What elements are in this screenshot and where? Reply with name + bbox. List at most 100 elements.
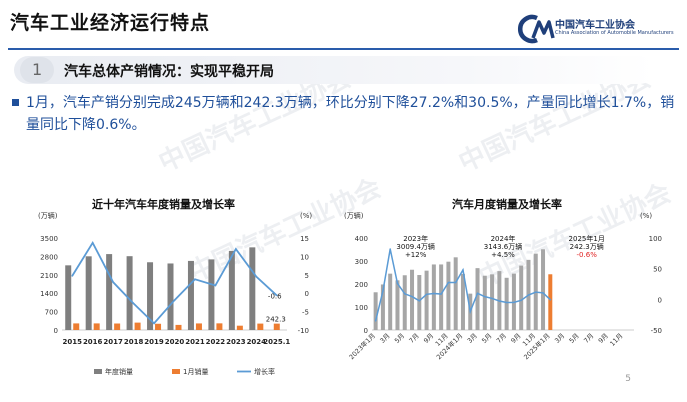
- chart1-bar-jan: [93, 323, 100, 330]
- chart2-bar-month: [373, 292, 378, 330]
- chart2-growth-point: [440, 293, 442, 295]
- chart2-annotation-red: -0.6%: [577, 251, 598, 259]
- chart2-bar-month: [380, 284, 385, 330]
- chart2-y-right-tick: 50: [653, 266, 662, 274]
- chart1-y-right-tick: 5: [305, 272, 309, 280]
- chart1-bar-annual: [167, 263, 174, 330]
- chart1-x-tick: 2021: [185, 338, 205, 346]
- chart2-annotation: 2024年: [491, 234, 516, 243]
- chart2-x-tick: 2023年1月: [347, 331, 377, 361]
- chart1-growth-point: [112, 281, 114, 283]
- chart2-bar-month: [453, 257, 458, 330]
- chart2-bar-month: [541, 249, 546, 330]
- chart1-bar-annual: [187, 260, 194, 330]
- chart1-growth-point: [71, 275, 74, 277]
- chart2-bar-month: [417, 275, 422, 330]
- chart1-legend-growth: 增长率: [254, 367, 275, 376]
- section-heading: 1 汽车总体产销情况：实现平稳开局: [14, 56, 654, 84]
- chart2-x-tick: 5月: [568, 332, 581, 345]
- chart2-bar-month: [548, 274, 553, 330]
- chart1-title: 近十年汽车年度销量及增长率: [92, 198, 235, 211]
- chart2-x-tick: 3月: [553, 332, 566, 345]
- chart1-bar-jan: [216, 323, 223, 330]
- chart2-y-right-tick: 0: [658, 296, 662, 304]
- chart2-y-left-unit: (万辆): [344, 211, 364, 220]
- chart1-bar-jan: [257, 323, 264, 330]
- summary-bullet: 1月，汽车产销分别完成245万辆和242.3万辆，环比分别下降27.2%和30.…: [12, 92, 676, 136]
- chart1-bar-jan: [175, 324, 182, 330]
- chart2-y-left-tick: 400: [355, 235, 368, 243]
- chart2-bar-month: [446, 261, 451, 330]
- chart2-bar-month: [490, 274, 495, 330]
- chart2-x-tick: 5月: [393, 332, 406, 345]
- chart2-x-tick: 7月: [408, 332, 421, 345]
- chart1-y-left-tick: 3500: [40, 235, 58, 243]
- chart1-x-tick: 2017: [103, 338, 123, 346]
- chart2-growth-point: [411, 295, 413, 298]
- chart1-label-jan: 242.3: [266, 316, 286, 324]
- logo-name-cn: 中国汽车工业协会: [555, 20, 635, 31]
- chart2-y-left-tick: 0: [364, 327, 368, 335]
- section-number-badge: [20, 57, 54, 83]
- chart2-annotation: 242.3万辆: [570, 242, 604, 251]
- chart1-bar-jan: [195, 323, 202, 330]
- chart2-annotation: 2025年1月: [569, 234, 605, 243]
- chart1-legend-jan: 1月销量: [183, 367, 208, 376]
- chart1-bar-jan: [114, 323, 121, 330]
- chart1-growth-point: [173, 299, 176, 301]
- caam-logo-mark-icon: [518, 14, 555, 44]
- chart2-bar-month: [482, 275, 487, 330]
- chart2-annotation: 3009.4万辆: [396, 242, 435, 251]
- chart1-growth-point: [194, 278, 196, 281]
- chart2-annotation: 2023年: [403, 234, 428, 243]
- page-number: 5: [625, 374, 631, 384]
- chart1-y-right-unit: (%): [300, 212, 312, 220]
- chart1-y-right-tick: -5: [302, 309, 309, 317]
- chart1-x-tick: 2019: [144, 338, 164, 346]
- chart2-growth-point: [418, 300, 421, 302]
- chart1-growth-line: [71, 240, 278, 325]
- chart1-bar-jan: [73, 323, 80, 330]
- chart2-bar-month: [410, 269, 415, 330]
- chart1-growth-point: [153, 322, 155, 325]
- chart1-bar-annual: [85, 256, 92, 330]
- chart2-bar-month: [460, 273, 465, 330]
- chart1-y-left-tick: 0: [54, 327, 58, 335]
- chart1-legend-swatch-annual: [94, 369, 102, 374]
- chart1-x-tick: 2025.1: [263, 338, 290, 346]
- chart2-x-tick: 7月: [582, 332, 595, 345]
- chart2-title: 汽车月度销量及增长率: [452, 198, 562, 211]
- chart1-legend-annual: 年度销量: [105, 367, 133, 376]
- caam-logo: 中国汽车工业协会 China Association of Automobile…: [517, 12, 674, 48]
- chart2-y-right-tick: 100: [649, 235, 662, 243]
- chart1-y-left-tick: 2100: [40, 272, 58, 280]
- chart2-bar-month: [504, 277, 509, 330]
- chart1-bar-annual: [249, 247, 256, 330]
- chart2-bar-month: [519, 265, 524, 330]
- chart2-growth-point: [374, 320, 377, 322]
- chart1-y-left-tick: 700: [45, 309, 58, 317]
- chart2-annotation: 3143.6万辆: [484, 242, 523, 251]
- chart2-bar-month: [475, 268, 480, 330]
- chart1-bar-jan: [236, 325, 243, 330]
- chart2-growth-point: [491, 297, 493, 300]
- chart2-growth-point: [534, 291, 537, 293]
- chart1-y-right-tick: 0: [305, 290, 309, 298]
- chart1-bar-jan: [155, 323, 162, 330]
- summary-text: 1月，汽车产销分别完成245万辆和242.3万辆，环比分别下降27.2%和30.…: [26, 95, 675, 133]
- chart1-bar-annual: [228, 250, 235, 330]
- chart2-growth-point: [513, 301, 515, 304]
- chart2-growth-point: [447, 281, 450, 284]
- bullet-marker: [12, 99, 19, 106]
- chart2-growth-point: [527, 294, 530, 296]
- section-heading-background: [14, 56, 654, 84]
- chart1-x-tick: 2020: [165, 338, 185, 346]
- chart2-y-left-tick: 300: [355, 258, 368, 266]
- chart1-bar-jan: [134, 322, 141, 330]
- chart2-growth-point: [403, 293, 406, 295]
- section-title: 汽车总体产销情况：实现平稳开局: [64, 64, 274, 80]
- chart2-bar-month: [388, 273, 393, 330]
- chart2-x-tick: 7月: [495, 332, 508, 345]
- chart1-bar-annual: [126, 256, 133, 330]
- chart1-y-left-tick: 2800: [40, 253, 58, 261]
